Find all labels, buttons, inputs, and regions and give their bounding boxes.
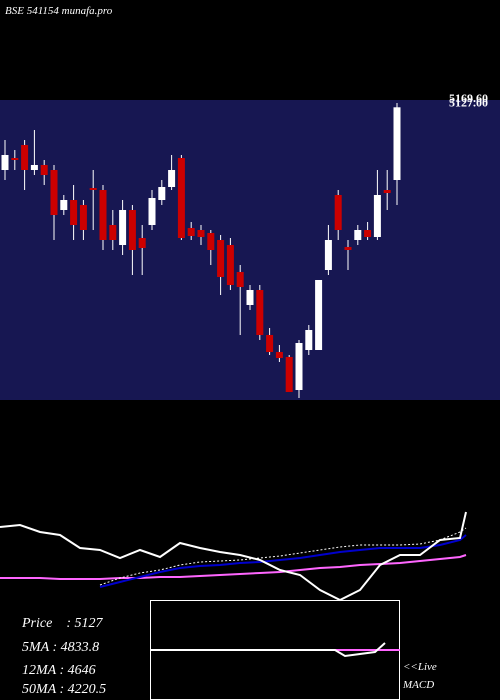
candle-body <box>383 190 391 193</box>
price-label: 5127.00 <box>449 95 488 109</box>
candle-body <box>89 188 97 190</box>
macd-label: MACD <box>402 679 434 691</box>
stat-5ma: 5MA : 4833.8 <box>22 640 99 655</box>
candle-body <box>295 343 303 390</box>
candle-body <box>226 245 234 285</box>
candle-body <box>266 335 274 352</box>
stat-50ma: 50MA : 4220.5 <box>22 682 106 697</box>
indicator-line <box>150 642 386 658</box>
candle-body <box>256 290 264 335</box>
stat-price: Price : 5127 <box>21 616 103 631</box>
candle-body <box>354 230 362 240</box>
candle-body <box>99 190 107 240</box>
stat-12ma: 12MA : 4646 <box>22 663 96 678</box>
candle-body <box>177 158 185 238</box>
candle-body <box>21 145 29 170</box>
candle-body <box>315 280 323 350</box>
candle-body <box>1 155 9 170</box>
candle-body <box>109 225 117 240</box>
candle-body <box>158 187 166 200</box>
candle-body <box>275 352 283 358</box>
candle-body <box>60 200 68 210</box>
candle-body <box>30 165 38 170</box>
candle-body <box>148 198 156 225</box>
candle-body <box>334 195 342 230</box>
candle-body <box>50 170 58 215</box>
indicator-line <box>0 511 467 602</box>
live-label: <<Live <box>403 661 437 673</box>
candle-body <box>217 240 225 277</box>
candle-body <box>373 195 381 237</box>
candle-body <box>119 210 127 245</box>
indicator-line <box>99 527 467 586</box>
candle-body <box>393 107 401 180</box>
chart-title: BSE 541154 munafa.pro <box>5 5 113 17</box>
candle-body <box>11 158 19 160</box>
candle-body <box>324 240 332 270</box>
candle-body <box>246 290 254 305</box>
candle-body <box>138 238 146 248</box>
candle-body <box>236 272 244 287</box>
candle-body <box>128 210 136 250</box>
candle-body <box>40 165 48 175</box>
candle-body <box>187 228 195 236</box>
candle-body <box>344 247 352 250</box>
indicator-line <box>0 554 467 580</box>
price-panel <box>0 100 500 400</box>
indicator-line <box>99 534 467 588</box>
candle-body <box>285 357 293 392</box>
candle-body <box>168 170 176 187</box>
candle-body <box>364 230 372 237</box>
candle-body <box>197 230 205 237</box>
candle-body <box>70 200 78 225</box>
candle-body <box>79 205 87 230</box>
candle-body <box>305 330 313 350</box>
candle-body <box>207 233 215 250</box>
price-label: 5169.60 <box>449 91 488 105</box>
